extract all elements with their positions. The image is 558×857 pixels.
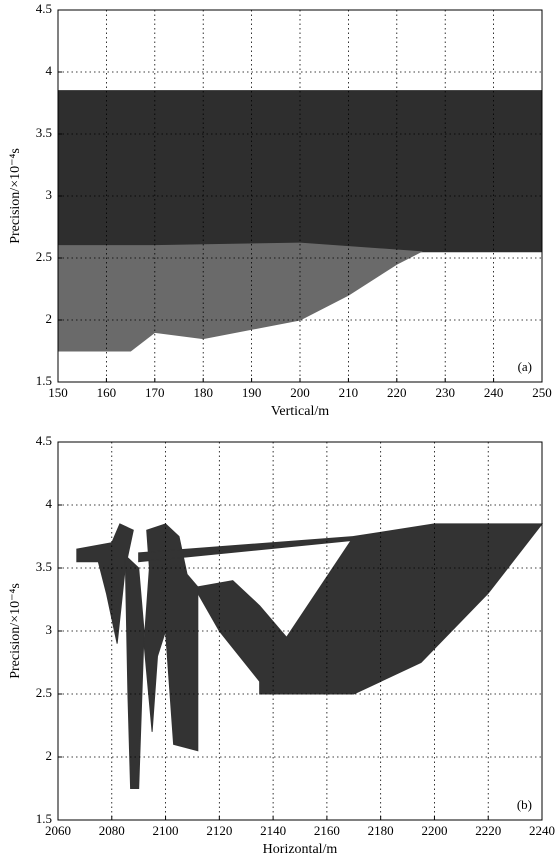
y-tick-label: 2.5 — [36, 685, 52, 700]
x-axis-label: Vertical/m — [271, 404, 329, 419]
x-tick-label: 170 — [145, 385, 165, 400]
panel-label: (b) — [517, 797, 532, 812]
y-tick-label: 3.5 — [36, 559, 52, 574]
data-region — [57, 242, 423, 352]
y-tick-label: 2 — [46, 311, 53, 326]
plot-frame — [57, 441, 543, 821]
y-tick-label: 1.5 — [36, 811, 52, 826]
x-tick-label: 2180 — [368, 823, 394, 838]
y-tick-label: 4 — [46, 63, 53, 78]
y-tick-label: 2 — [46, 748, 53, 763]
x-tick-label: 150 — [48, 385, 68, 400]
x-tick-label: 2160 — [314, 823, 340, 838]
y-tick-label: 4.5 — [36, 1, 52, 16]
x-tick-label: 2080 — [99, 823, 125, 838]
x-tick-label: 250 — [532, 385, 552, 400]
x-tick-label: 200 — [290, 385, 310, 400]
y-tick-label: 4 — [46, 496, 53, 511]
x-tick-label: 2240 — [529, 823, 555, 838]
x-tick-label: 160 — [97, 385, 117, 400]
x-tick-label: 230 — [435, 385, 455, 400]
x-tick-label: 240 — [484, 385, 504, 400]
x-tick-label: 2140 — [260, 823, 286, 838]
x-tick-label: 2060 — [45, 823, 71, 838]
x-tick-label: 2200 — [421, 823, 447, 838]
x-tick-label: 180 — [193, 385, 213, 400]
y-tick-label: 4.5 — [36, 433, 52, 448]
data-region — [76, 523, 134, 644]
data-region — [197, 523, 544, 695]
x-tick-label: 220 — [387, 385, 407, 400]
data-region — [124, 554, 145, 789]
y-tick-label: 3.5 — [36, 125, 52, 140]
y-tick-label: 3 — [46, 622, 53, 637]
y-tick-label: 3 — [46, 187, 53, 202]
y-axis-label: Precision/×10⁻⁴s — [8, 148, 23, 244]
x-tick-label: 2220 — [475, 823, 501, 838]
panel-label: (a) — [518, 359, 532, 374]
y-tick-label: 1.5 — [36, 373, 52, 388]
y-axis-label: Precision/×10⁻⁴s — [8, 583, 23, 679]
x-tick-label: 190 — [242, 385, 262, 400]
x-tick-label: 2120 — [206, 823, 232, 838]
x-tick-label: 2100 — [153, 823, 179, 838]
x-tick-label: 210 — [339, 385, 359, 400]
x-axis-label: Horizontal/m — [263, 842, 338, 857]
plot-frame — [57, 9, 543, 383]
y-tick-label: 2.5 — [36, 249, 52, 264]
